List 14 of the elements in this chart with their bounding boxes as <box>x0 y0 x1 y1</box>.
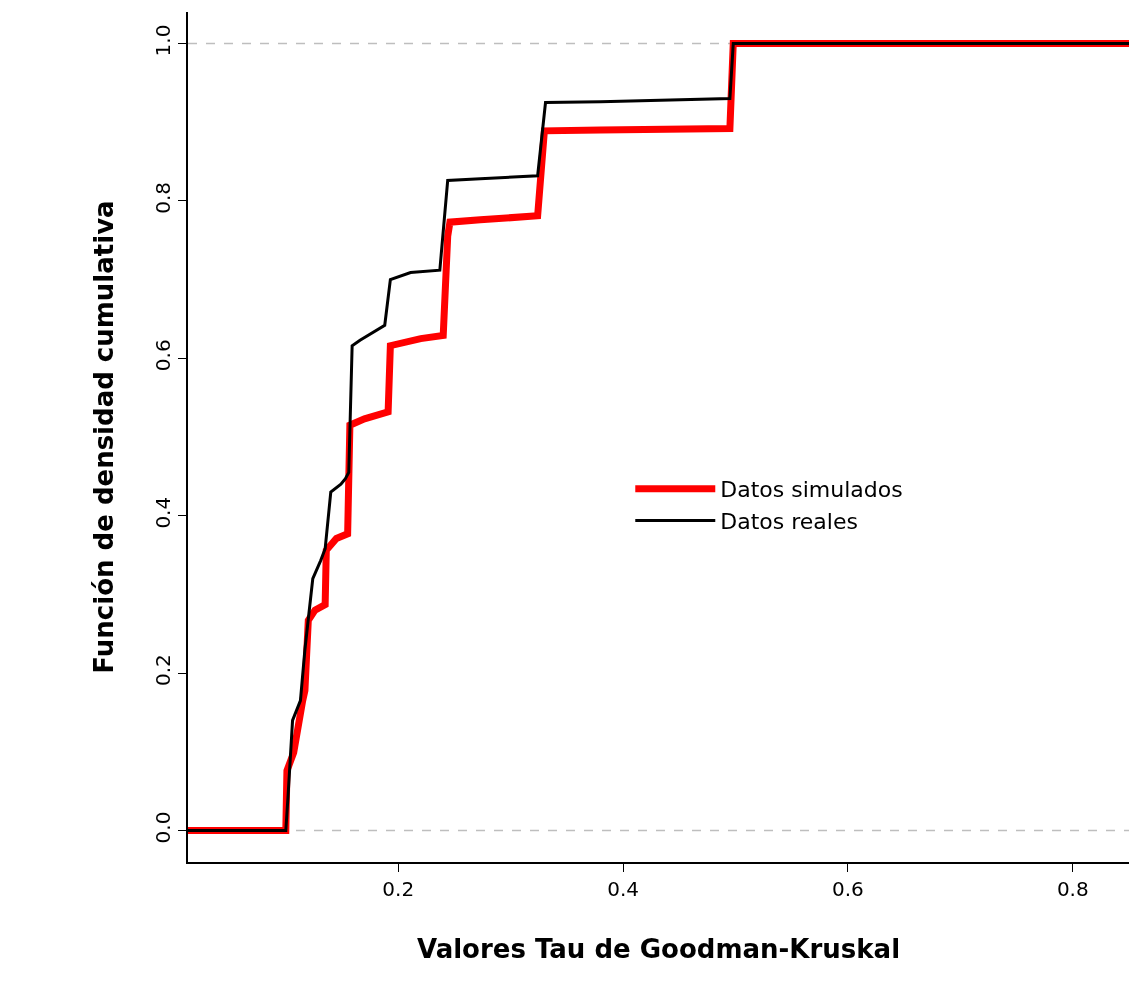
y-tick-label: 0.4 <box>151 496 176 529</box>
x-axis-title: Valores Tau de Goodman-Kruskal <box>416 933 901 964</box>
x-tick-label: 0.4 <box>607 876 639 901</box>
x-tick-label: 0.6 <box>832 876 864 901</box>
y-tick-label: 1.0 <box>151 24 176 57</box>
y-tick-label: 0.6 <box>151 339 176 372</box>
legend-label: Datos reales <box>720 508 858 534</box>
y-tick-label: 0.8 <box>151 181 176 214</box>
y-tick-label: 0.0 <box>151 811 176 844</box>
x-tick-label: 0.2 <box>382 876 415 901</box>
y-tick-label: 0.2 <box>151 654 176 687</box>
legend-label: Datos simulados <box>720 477 903 503</box>
y-axis-title: Función de densidad cumulativa <box>89 200 120 674</box>
x-tick-label: 0.8 <box>1056 876 1089 901</box>
